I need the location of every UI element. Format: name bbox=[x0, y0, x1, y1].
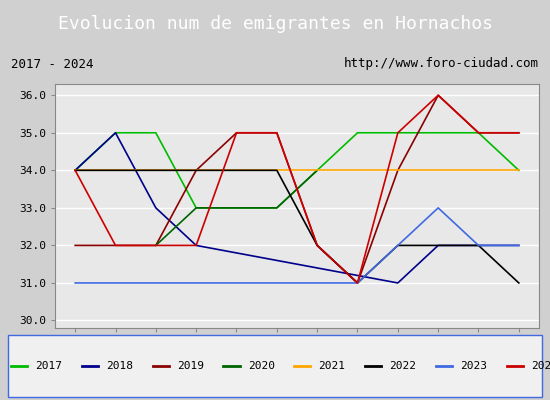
Text: 2017 - 2024: 2017 - 2024 bbox=[11, 58, 94, 70]
Text: 2023: 2023 bbox=[460, 361, 487, 371]
Text: 2024: 2024 bbox=[531, 361, 550, 371]
Text: 2020: 2020 bbox=[248, 361, 274, 371]
Text: 2021: 2021 bbox=[318, 361, 345, 371]
Text: 2017: 2017 bbox=[35, 361, 62, 371]
Text: 2018: 2018 bbox=[106, 361, 133, 371]
Text: Evolucion num de emigrantes en Hornachos: Evolucion num de emigrantes en Hornachos bbox=[58, 15, 492, 33]
Text: http://www.foro-ciudad.com: http://www.foro-ciudad.com bbox=[344, 58, 539, 70]
FancyBboxPatch shape bbox=[8, 335, 542, 397]
Text: 2019: 2019 bbox=[177, 361, 204, 371]
Text: 2022: 2022 bbox=[389, 361, 416, 371]
